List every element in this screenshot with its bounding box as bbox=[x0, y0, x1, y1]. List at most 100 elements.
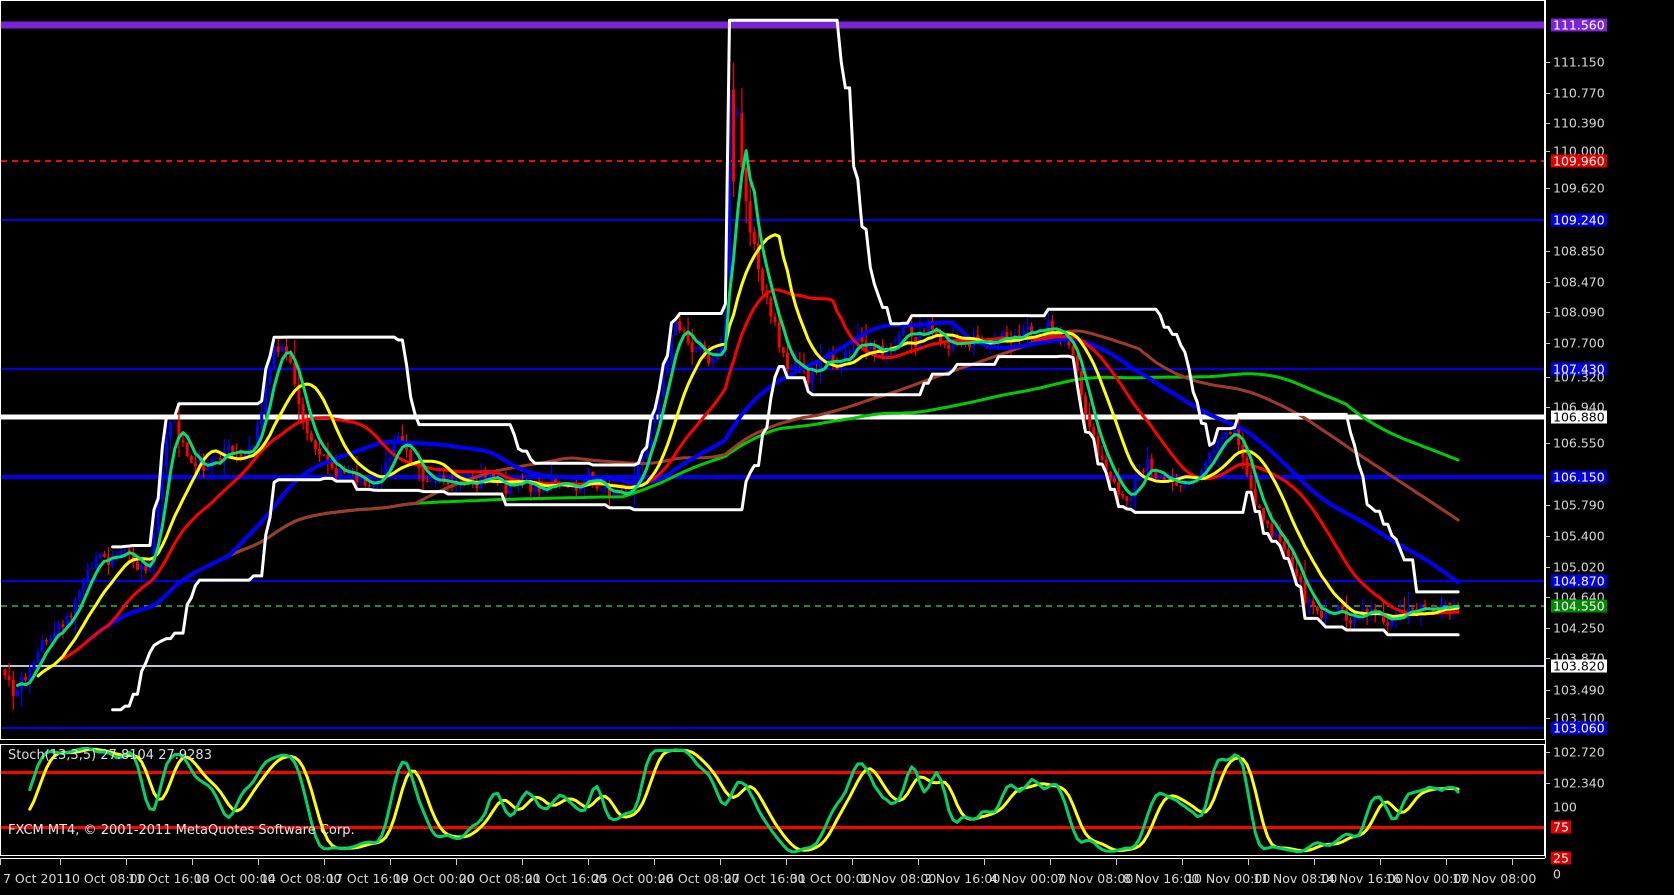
time-axis-tick bbox=[456, 858, 457, 865]
time-axis-tick bbox=[60, 858, 61, 865]
price-scale-tick bbox=[1545, 62, 1550, 63]
price-chart-panel[interactable] bbox=[0, 0, 1545, 740]
stoch-k-line bbox=[28, 746, 1460, 854]
price-scale-tick bbox=[1545, 377, 1550, 378]
stoch-level-marker-label[interactable]: 25 bbox=[1551, 850, 1571, 866]
time-axis-tick bbox=[1314, 858, 1315, 865]
price-scale-tick bbox=[1545, 718, 1550, 719]
price-scale-tick bbox=[1545, 752, 1550, 753]
price-scale-tick bbox=[1545, 151, 1550, 152]
time-axis-tick bbox=[1050, 858, 1051, 865]
stochastic-label: Stoch(13,3,5) 27.8104 27.9283 bbox=[8, 748, 212, 763]
price-scale-tick bbox=[1545, 690, 1550, 691]
time-axis-label: 7 Nov 08:00 bbox=[1057, 871, 1134, 886]
price-scale-tick bbox=[1545, 123, 1550, 124]
stochastic-indicator-panel[interactable] bbox=[0, 744, 1545, 856]
time-axis-label: 10 Nov 00:00 bbox=[1186, 871, 1271, 886]
time-axis-label: 20 Oct 08:00 bbox=[459, 871, 541, 886]
time-axis-tick bbox=[1380, 858, 1381, 865]
price-marker-label[interactable]: 104.550 bbox=[1551, 598, 1607, 614]
time-axis-line bbox=[0, 858, 1545, 859]
time-axis-tick bbox=[1182, 858, 1183, 865]
time-axis-label: 19 Oct 00:00 bbox=[393, 871, 475, 886]
time-axis-label: 14 Oct 08:00 bbox=[260, 871, 342, 886]
price-scale-tick bbox=[1545, 505, 1550, 506]
price-marker-label[interactable]: 103.060 bbox=[1551, 720, 1607, 736]
ma-fast-line bbox=[15, 149, 1460, 687]
time-axis-label: 10 Oct 08:00 bbox=[64, 871, 146, 886]
price-scale-axis-line bbox=[1545, 0, 1546, 858]
price-tick-label: 102.720 bbox=[1553, 744, 1605, 760]
stoch-level-marker-label[interactable]: 75 bbox=[1551, 819, 1571, 835]
price-marker-label[interactable]: 103.820 bbox=[1551, 658, 1607, 674]
price-tick-label: 110.390 bbox=[1553, 115, 1605, 131]
band-upper-white-line bbox=[111, 18, 1460, 594]
price-tick-label: 106.550 bbox=[1553, 435, 1605, 451]
price-scale-tick bbox=[1545, 282, 1550, 283]
price-marker-label[interactable]: 107.430 bbox=[1551, 361, 1607, 377]
ma-yellow-line bbox=[36, 233, 1460, 678]
time-axis-label: 31 Oct 00:00 bbox=[790, 871, 872, 886]
price-scale[interactable]: 111.560 111.150 110.770 110.390 110.000 109.9… bbox=[1545, 0, 1674, 895]
time-axis-label: 7 Oct 2011 bbox=[3, 871, 73, 886]
price-marker-label[interactable]: 106.880 bbox=[1551, 409, 1607, 425]
price-scale-tick bbox=[1545, 658, 1550, 659]
time-axis-label: 11 Nov 08:00 bbox=[1253, 871, 1338, 886]
time-axis-tick bbox=[786, 858, 787, 865]
time-axis-tick bbox=[126, 858, 127, 865]
price-tick-label: 108.090 bbox=[1553, 304, 1605, 320]
price-tick-label: 106.940 bbox=[1553, 399, 1605, 415]
time-axis-label: 17 Nov 08:00 bbox=[1452, 871, 1537, 886]
price-tick-label: 107.320 bbox=[1553, 369, 1605, 385]
time-axis-tick bbox=[390, 858, 391, 865]
time-axis-label: 17 Oct 16:00 bbox=[327, 871, 409, 886]
price-marker-label[interactable]: 106.150 bbox=[1551, 469, 1607, 485]
time-axis-tick bbox=[522, 858, 523, 865]
price-scale-tick bbox=[1545, 628, 1550, 629]
ma-brown-line bbox=[102, 329, 1460, 630]
copyright-text: FXCM MT4, © 2001-2011 MetaQuotes Softwar… bbox=[8, 823, 355, 838]
price-tick-label: 109.620 bbox=[1553, 180, 1605, 196]
ma-red-line bbox=[61, 288, 1460, 661]
time-axis-tick bbox=[588, 858, 589, 865]
time-axis-label: 8 Nov 16:00 bbox=[1123, 871, 1200, 886]
price-tick-label: 104.250 bbox=[1553, 620, 1605, 636]
price-tick-label: 110.000 bbox=[1553, 143, 1605, 159]
time-axis-tick bbox=[654, 858, 655, 865]
time-axis[interactable]: 7 Oct 2011 10 Oct 08:00 11 Oct 16:00 13 Oct… bbox=[0, 858, 1545, 895]
price-tick-label: 102.340 bbox=[1553, 775, 1605, 791]
price-tick-label: 105.790 bbox=[1553, 497, 1605, 513]
price-tick-label: 103.490 bbox=[1553, 682, 1605, 698]
time-axis-label: 21 Oct 16:00 bbox=[525, 871, 607, 886]
price-marker-label[interactable]: 109.240 bbox=[1551, 212, 1607, 228]
time-axis-tick bbox=[720, 858, 721, 865]
price-tick-label: 108.850 bbox=[1553, 243, 1605, 259]
time-axis-tick bbox=[852, 858, 853, 865]
price-scale-tick bbox=[1545, 443, 1550, 444]
time-axis-label: 27 Oct 16:00 bbox=[724, 871, 806, 886]
price-marker-label[interactable]: 104.870 bbox=[1551, 573, 1607, 589]
price-tick-label: 105.400 bbox=[1553, 528, 1605, 544]
price-chart-canvas[interactable] bbox=[1, 1, 1544, 739]
stoch-level-tick-label: 0 bbox=[1553, 866, 1561, 882]
price-marker-label[interactable]: 109.960 bbox=[1551, 153, 1607, 169]
price-scale-tick bbox=[1545, 783, 1550, 784]
time-axis-label: 4 Nov 00:00 bbox=[990, 871, 1067, 886]
time-axis-tick bbox=[1116, 858, 1117, 865]
time-axis-label: 16 Nov 00:00 bbox=[1385, 871, 1470, 886]
price-scale-tick bbox=[1545, 312, 1550, 313]
time-axis-tick bbox=[984, 858, 985, 865]
time-axis-label: 14 Nov 16:00 bbox=[1319, 871, 1404, 886]
time-axis-tick bbox=[1248, 858, 1249, 865]
time-axis-tick bbox=[0, 858, 1, 865]
price-tick-label: 103.100 bbox=[1553, 710, 1605, 726]
price-marker-label[interactable]: 111.560 bbox=[1551, 17, 1607, 33]
price-scale-tick bbox=[1545, 567, 1550, 568]
time-axis-tick bbox=[192, 858, 193, 865]
time-axis-label: 11 Oct 16:00 bbox=[128, 871, 210, 886]
time-axis-tick bbox=[258, 858, 259, 865]
price-scale-tick bbox=[1545, 597, 1550, 598]
stoch-level-tick-label: 100 bbox=[1553, 799, 1577, 815]
price-tick-label: 110.770 bbox=[1553, 85, 1605, 101]
